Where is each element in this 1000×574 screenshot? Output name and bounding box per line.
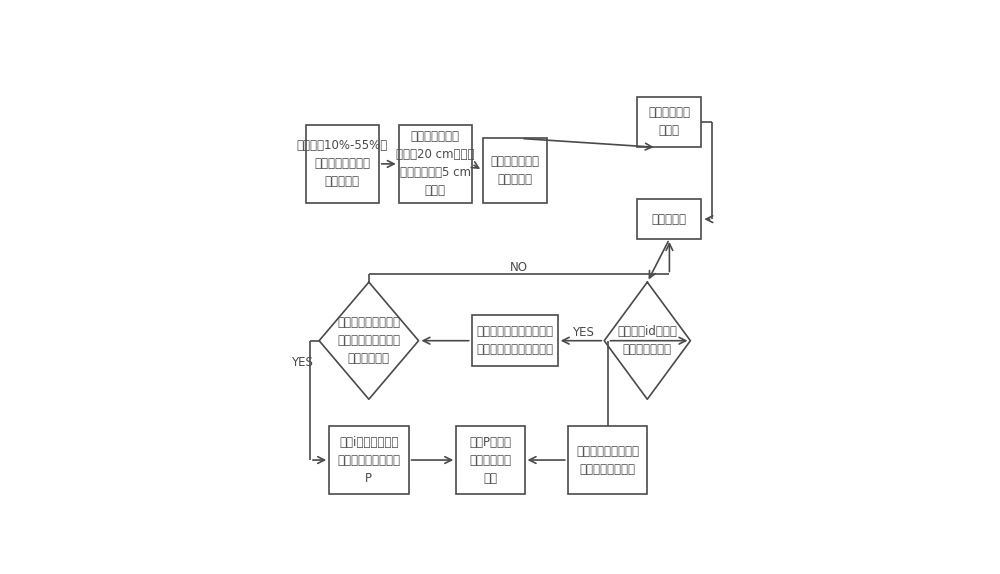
Bar [399, 125, 472, 203]
Text: 在每个分支节点
（向上20 cm）处获
得四片厚度为5 cm
的切片: 在每个分支节点 （向上20 cm）处获 得四片厚度为5 cm 的切片 [396, 130, 474, 197]
Text: 调整P的位置
并确认底部分
割点: 调整P的位置 并确认底部分 割点 [469, 436, 511, 484]
Text: 与之相比，其他三个
切片的边界框面积是
否有很大变化: 与之相比，其他三个 切片的边界框面积是 否有很大变化 [337, 316, 400, 365]
Bar [483, 138, 547, 203]
Bar [637, 199, 701, 239]
Text: YES: YES [572, 326, 594, 339]
Text: NO: NO [510, 261, 528, 274]
Text: YES: YES [291, 356, 313, 369]
Text: 计算所有切片的
边界框区域: 计算所有切片的 边界框区域 [490, 155, 539, 186]
Polygon shape [319, 282, 419, 400]
Text: 确定第一个分支节点
为主干的顶端端点: 确定第一个分支节点 为主干的顶端端点 [576, 444, 639, 475]
Bar [329, 426, 409, 494]
Text: 依次向上看: 依次向上看 [652, 212, 687, 226]
Polygon shape [604, 282, 690, 400]
Text: 查找第一个分
支节点: 查找第一个分 支节点 [648, 106, 690, 137]
Bar [306, 125, 379, 203]
Text: 将第i个分支节点确
定为主干的顶端端点
P: 将第i个分支节点确 定为主干的顶端端点 P [337, 436, 400, 484]
Bar [472, 315, 558, 366]
Text: 如果节点id小于或
等于分支节点数: 如果节点id小于或 等于分支节点数 [617, 325, 677, 356]
Bar [568, 426, 647, 494]
Text: 使用分支节点处第一个切
片的边界框区域作为参照: 使用分支节点处第一个切 片的边界框区域作为参照 [476, 325, 553, 356]
Bar [637, 96, 701, 148]
Bar [456, 426, 525, 494]
Text: 在树高的10%-55%范
围内搜索主干骨架
的分支节点: 在树高的10%-55%范 围内搜索主干骨架 的分支节点 [297, 139, 388, 188]
